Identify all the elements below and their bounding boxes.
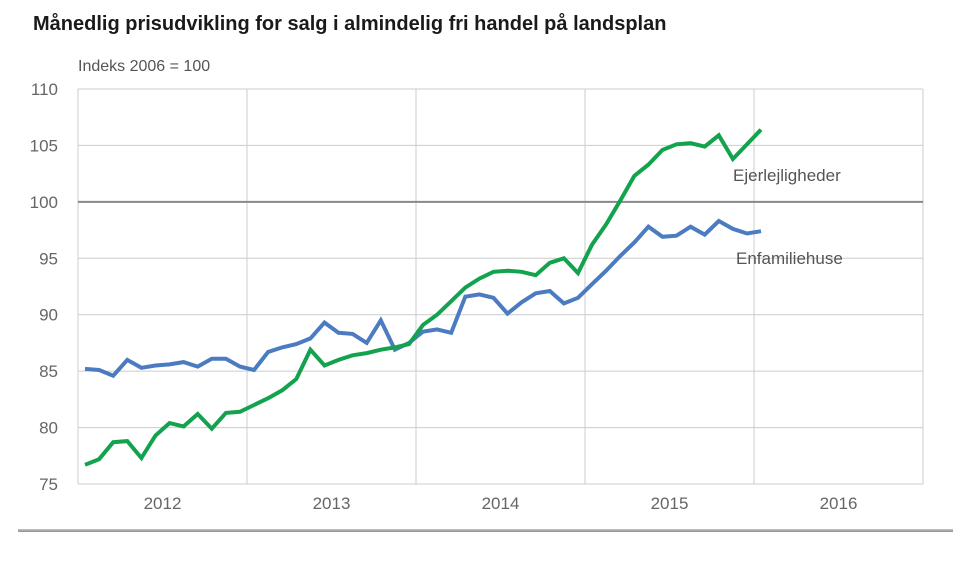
y-tick-label: 90 <box>39 306 58 325</box>
y-tick-label: 80 <box>39 419 58 438</box>
y-tick-label: 85 <box>39 362 58 381</box>
y-tick-label: 75 <box>39 475 58 494</box>
y-tick-label: 110 <box>31 80 58 99</box>
chart-title: Månedlig prisudvikling for salg i almind… <box>33 13 667 35</box>
series-label-enfamiliehuse: Enfamiliehuse <box>736 249 843 268</box>
y-tick-label: 95 <box>39 249 58 268</box>
series-line-enfamiliehuse <box>84 218 762 379</box>
series-line-ejerlejligheder <box>84 128 763 467</box>
x-tick-label: 2015 <box>651 494 689 513</box>
series-label-ejerlejligheder: Ejerlejligheder <box>733 166 841 185</box>
chart-subtitle: Indeks 2006 = 100 <box>78 58 211 75</box>
x-tick-label: 2013 <box>313 494 351 513</box>
x-tick-label: 2016 <box>820 494 858 513</box>
bottom-divider <box>18 529 953 532</box>
x-tick-label: 2012 <box>144 494 182 513</box>
y-tick-label: 100 <box>30 193 58 212</box>
y-tick-label: 105 <box>30 136 58 155</box>
x-tick-label: 2014 <box>482 494 520 513</box>
